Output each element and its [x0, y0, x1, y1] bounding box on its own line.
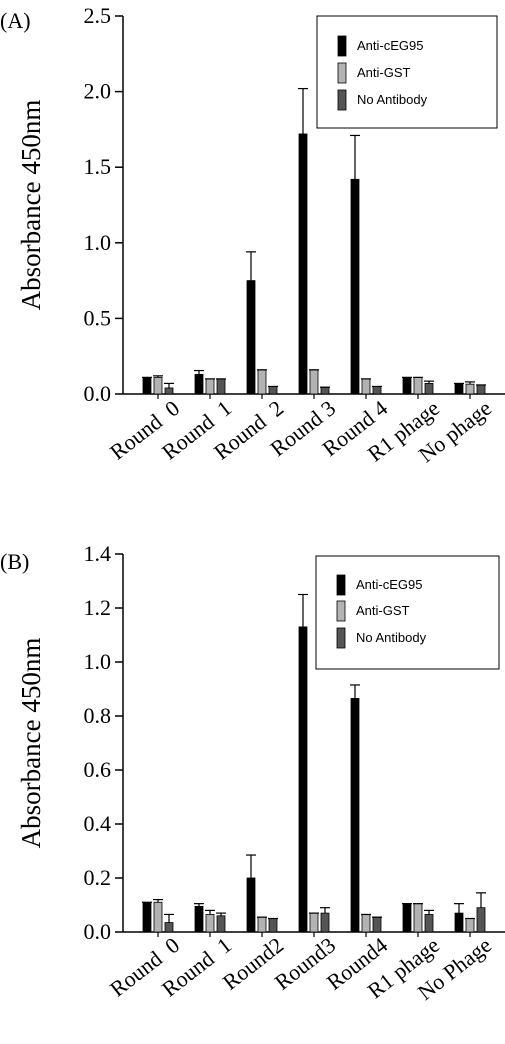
panel-a-legend: [316, 15, 498, 129]
panel-b-y-tick-label: 0.0: [84, 919, 112, 944]
panel-b-bar: [164, 922, 174, 933]
panel-b-y-tick-label: 1.4: [84, 541, 112, 566]
panel-a-bar: [153, 376, 163, 395]
panel-b-bar: [372, 916, 382, 933]
panel-b-bar: [413, 903, 423, 933]
panel-b-legend-swatch: [336, 600, 346, 622]
panel-a-bar: [257, 369, 267, 395]
panel-b-bar: [298, 626, 308, 933]
panel-b-legend-label: No Antibody: [356, 630, 427, 645]
panel-b-bar: [142, 901, 152, 933]
panel-b-bar: [246, 877, 256, 933]
panel-a-bar: [205, 378, 215, 395]
panel-a-y-tick-label: 2.0: [84, 79, 112, 104]
panel-b-bar: [361, 914, 371, 933]
panel-b-bar: [309, 912, 319, 933]
panel-b-y-tick-label: 0.6: [84, 757, 112, 782]
panel-b-y-tick-label: 0.4: [84, 811, 112, 836]
panel-b-bar: [257, 916, 267, 933]
panel-a-bar: [372, 386, 382, 395]
panel-a-bar: [246, 280, 256, 395]
panel-a-y-tick-label: 0.5: [84, 305, 112, 330]
panel-a-bar: [320, 386, 330, 395]
panel-a-bar: [454, 383, 464, 395]
panel-b-legend-label: Anti-cEG95: [356, 577, 422, 592]
panel-b-bar: [350, 698, 360, 933]
panel-a-bar: [298, 133, 308, 395]
panel-b-bar: [153, 901, 163, 933]
panel-a-bar: [402, 376, 412, 395]
panel-b-legend: [315, 555, 500, 670]
panel-a-legend-label: Anti-cEG95: [357, 38, 423, 53]
panel-a-y-tick-label: 1.5: [84, 154, 112, 179]
panel-a-bar: [216, 378, 226, 395]
panel-a-bar: [465, 383, 475, 395]
panel-b-bar: [465, 918, 475, 933]
panel-a-bar: [476, 384, 486, 395]
panel-a-bar: [361, 378, 371, 395]
panel-a-bar: [194, 373, 204, 395]
panel-b-chart: (B) Absorbance 450nm 0.0 0.2 0.4 0.6 0.8 1.0 1.2…: [0, 541, 505, 1005]
panel-a-y-axis-title: Absorbance 450nm: [16, 100, 46, 311]
panel-b-bar: [454, 912, 464, 933]
panel-a-legend-label: Anti-GST: [357, 65, 411, 80]
panel-a-legend-swatch: [337, 89, 347, 111]
panel-b-bar: [205, 914, 215, 933]
panel-a-chart: (A)Absorbance 450nm0.00.51.01.52.02.5Rou…: [0, 3, 505, 467]
panel-b-bar: [476, 907, 486, 933]
panel-a-label: (A): [0, 8, 31, 33]
panel-b-bar: [402, 903, 412, 933]
panel-a-bar: [309, 369, 319, 395]
panel-b-legend-label: Anti-GST: [356, 603, 410, 618]
panel-a-bar: [424, 383, 434, 395]
panel-a-bar: [142, 376, 152, 395]
panel-a-legend-swatch: [337, 62, 347, 84]
panel-b-label: (B): [0, 549, 29, 574]
panel-b-y-tick-label: 0.8: [84, 703, 112, 728]
panel-b-y-tick-label: 1.2: [84, 595, 112, 620]
panel-b-bar: [320, 912, 330, 933]
panel-a-bar: [413, 376, 423, 395]
panel-b-legend-swatch: [336, 574, 346, 596]
panel-a-bar: [350, 178, 360, 395]
panel-a-y-tick-label: 0.0: [84, 381, 112, 406]
panel-b-bar: [424, 914, 434, 933]
panel-b-y-tick-label: 1.0: [84, 649, 112, 674]
panel-b-bar: [194, 905, 204, 933]
panel-a-y-tick-label: 1.0: [84, 230, 112, 255]
panel-b-bar: [216, 915, 226, 933]
panel-a-bar: [268, 386, 278, 395]
panel-a-bar: [164, 387, 174, 395]
panel-a-legend-swatch: [337, 35, 347, 57]
panel-b-bar: [268, 918, 278, 933]
panel-b-y-tick-label: 0.2: [84, 865, 112, 890]
panel-b-y-axis-title: Absorbance 450nm: [16, 638, 46, 849]
panel-a-y-tick-label: 2.5: [84, 3, 112, 28]
panel-b-legend-swatch: [336, 627, 346, 649]
panel-a-legend-label: No Antibody: [357, 92, 428, 107]
